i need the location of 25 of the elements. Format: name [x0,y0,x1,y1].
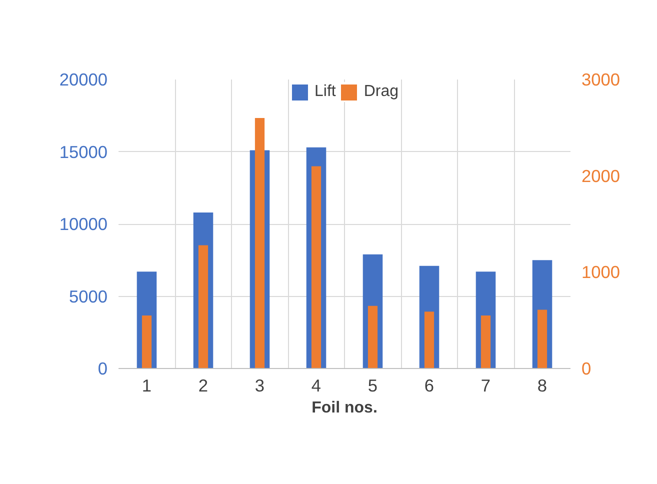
bar [368,306,378,368]
bar [142,316,152,368]
y-tick-label: 20000 [59,70,108,90]
y2-tick-label: 2000 [582,166,620,186]
x-tick-label: 5 [368,376,378,396]
y-tick-label: 5000 [68,286,108,306]
x-tick-label: 6 [424,376,434,396]
y-tick-label: 10000 [59,214,108,234]
y-tick-label: 0 [98,358,108,378]
legend-label: Lift [314,83,336,101]
y2-tick-label: 3000 [582,70,620,90]
y-tick-label: 15000 [59,142,108,162]
legend-label: Drag [364,83,399,101]
bar [480,316,491,368]
bar [537,310,548,368]
x-tick-label: 7 [480,376,491,396]
x-tick-label: 8 [537,376,548,396]
x-tick-label: 2 [198,376,208,396]
y2-tick-label: 0 [582,358,592,378]
x-tick-label: 4 [311,376,322,396]
x-axis-title: Foil nos. [312,400,378,416]
x-tick-label: 1 [142,376,152,396]
bar [424,312,434,368]
y2-tick-label: 1000 [582,262,620,282]
x-tick-label: 3 [254,376,265,396]
